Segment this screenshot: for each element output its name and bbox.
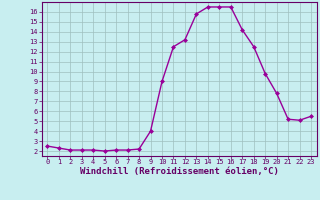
X-axis label: Windchill (Refroidissement éolien,°C): Windchill (Refroidissement éolien,°C)	[80, 167, 279, 176]
